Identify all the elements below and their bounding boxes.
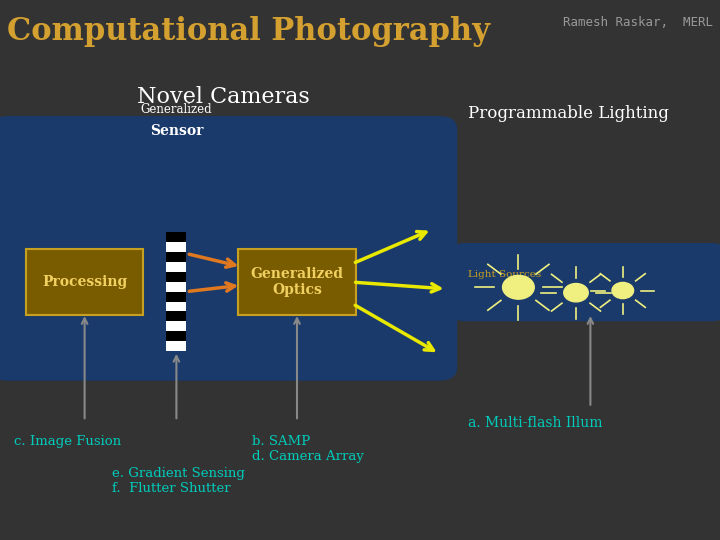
Text: Computational Photography: Computational Photography <box>7 16 490 47</box>
Text: Sensor: Sensor <box>150 124 203 138</box>
Circle shape <box>503 275 534 299</box>
Text: Programmable Lighting: Programmable Lighting <box>468 105 669 122</box>
FancyBboxPatch shape <box>238 249 356 315</box>
Text: Ramesh Raskar,  MERL: Ramesh Raskar, MERL <box>563 16 713 29</box>
Bar <box>166 341 186 351</box>
FancyBboxPatch shape <box>454 243 720 321</box>
Text: b. SAMP
d. Camera Array: b. SAMP d. Camera Array <box>252 435 364 463</box>
Bar <box>166 292 186 301</box>
Bar <box>166 252 186 262</box>
Text: Generalized: Generalized <box>140 103 212 116</box>
Text: Generalized
Optics: Generalized Optics <box>251 267 343 297</box>
Circle shape <box>612 282 634 299</box>
Text: c. Image Fusion: c. Image Fusion <box>14 435 122 448</box>
Bar <box>166 321 186 331</box>
Circle shape <box>564 284 588 302</box>
Bar <box>166 262 186 272</box>
Bar <box>166 312 186 321</box>
Text: Processing: Processing <box>42 275 127 289</box>
FancyBboxPatch shape <box>0 116 457 381</box>
Bar <box>166 282 186 292</box>
FancyBboxPatch shape <box>26 249 143 315</box>
Bar <box>166 272 186 282</box>
Bar <box>166 232 186 242</box>
Text: Light Sources: Light Sources <box>468 270 541 279</box>
Bar <box>166 242 186 252</box>
Text: Novel Cameras: Novel Cameras <box>137 86 310 108</box>
Bar <box>166 301 186 312</box>
Text: e. Gradient Sensing
f.  Flutter Shutter: e. Gradient Sensing f. Flutter Shutter <box>112 467 245 495</box>
Text: a. Multi-flash Illum: a. Multi-flash Illum <box>468 416 603 430</box>
Bar <box>166 331 186 341</box>
